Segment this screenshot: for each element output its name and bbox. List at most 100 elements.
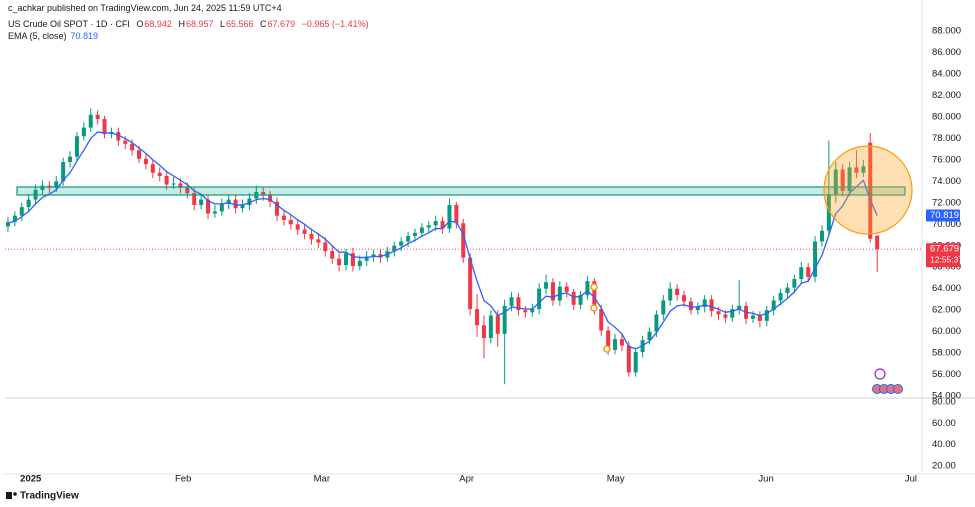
candle-body: [571, 291, 576, 305]
candle-body: [102, 119, 107, 135]
candle-body: [509, 297, 514, 306]
lower-y-tick-label: 40.00: [932, 439, 956, 450]
y-tick-label: 78.000: [932, 133, 961, 144]
candle-body: [337, 258, 342, 266]
lower-y-tick-label: 20.00: [932, 461, 956, 472]
x-tick-label: 2025: [20, 474, 42, 485]
ema-line: [7, 131, 878, 350]
candle-body: [702, 299, 707, 307]
candle-body: [247, 198, 252, 205]
candle-body: [530, 309, 535, 313]
candle-body: [143, 158, 148, 165]
candle-body: [868, 142, 873, 239]
candle-body: [212, 211, 217, 214]
highlight-circle: [823, 145, 913, 235]
candle-body: [330, 251, 335, 259]
candle-body: [599, 309, 604, 331]
candle-body: [295, 224, 300, 230]
candle-body: [819, 230, 824, 242]
candle-body: [613, 339, 618, 350]
candle-body: [206, 199, 211, 214]
candle-body: [730, 309, 735, 318]
x-tick-label: Apr: [459, 474, 474, 485]
event-icon[interactable]: [603, 345, 611, 353]
candle-body: [716, 311, 721, 315]
candle-body: [461, 223, 466, 258]
candle-body: [150, 164, 155, 173]
y-tick-label: 58.000: [932, 348, 961, 359]
x-tick-label: Mar: [314, 474, 330, 485]
candle-body: [178, 183, 183, 188]
y-tick-label: 72.000: [932, 197, 961, 208]
countdown: 12:55:37: [930, 254, 963, 264]
event-icon[interactable]: [874, 368, 886, 380]
y-tick-label: 86.000: [932, 47, 961, 58]
price-zone: [16, 186, 906, 196]
candle-body: [399, 241, 404, 246]
candle-body: [778, 292, 783, 301]
y-tick-label: 82.000: [932, 90, 961, 101]
candle-body: [199, 199, 204, 205]
candle-body: [309, 233, 314, 240]
candle-body: [688, 301, 693, 311]
ohlc-value: 68.942: [144, 19, 172, 29]
candle-body: [550, 282, 555, 301]
change: −0.965 (−1.41%): [301, 19, 369, 29]
candle-body: [875, 235, 880, 250]
candle-body: [192, 193, 197, 205]
y-tick-label: 70.000: [932, 219, 961, 230]
candle-body: [68, 156, 73, 163]
candle-body: [164, 175, 169, 185]
y-tick-label: 62.000: [932, 305, 961, 316]
candle-body: [813, 241, 818, 277]
candle-body: [302, 229, 307, 234]
y-tick-label: 80.000: [932, 111, 961, 122]
candle-body: [233, 199, 238, 209]
candle-body: [668, 288, 673, 301]
candle-body: [826, 194, 831, 231]
candle-body: [619, 339, 624, 346]
lower-y-tick-label: 60.00: [932, 418, 956, 429]
last-price-box: [926, 243, 960, 268]
indicator-name: EMA (5, close): [8, 31, 67, 41]
candle-body: [130, 143, 135, 151]
candle-body: [74, 136, 79, 157]
y-tick-label: 64.000: [932, 283, 961, 294]
ohlc-value: 65.566: [226, 19, 254, 29]
candle-body: [633, 352, 638, 373]
candle-body: [157, 172, 162, 176]
event-icon[interactable]: [590, 304, 598, 312]
candle-body: [682, 295, 687, 302]
candle-body: [137, 150, 142, 159]
candle-body: [371, 254, 376, 257]
candle-body: [537, 288, 542, 310]
candle-body: [695, 306, 700, 311]
ohlc-value: 67.679: [267, 19, 296, 29]
brand: TradingView: [20, 491, 79, 502]
candle-body: [592, 281, 597, 310]
candle-body: [392, 245, 397, 252]
candle-body: [406, 236, 411, 242]
y-tick-label: 56.000: [932, 369, 961, 380]
candle-body: [19, 207, 24, 216]
candle-body: [95, 114, 100, 120]
candle-body: [447, 204, 452, 229]
candle-body: [523, 310, 528, 313]
event-icon[interactable]: [893, 384, 903, 394]
y-tick-label: 66.000: [932, 262, 961, 273]
candle-body: [316, 239, 321, 243]
candle-body: [654, 314, 659, 332]
candle-body: [675, 288, 680, 296]
publisher: c_achkar published on TradingView.com, J…: [8, 3, 282, 13]
indicator-legend: EMA (5, close) 70.819: [8, 31, 98, 41]
candle-body: [219, 203, 224, 212]
candle-body: [240, 204, 245, 209]
candle-body: [454, 204, 459, 224]
candle-body: [12, 215, 17, 223]
candle-body: [516, 297, 521, 311]
candle-body: [861, 166, 866, 173]
event-icon[interactable]: [590, 283, 598, 291]
candle-body: [343, 253, 348, 266]
